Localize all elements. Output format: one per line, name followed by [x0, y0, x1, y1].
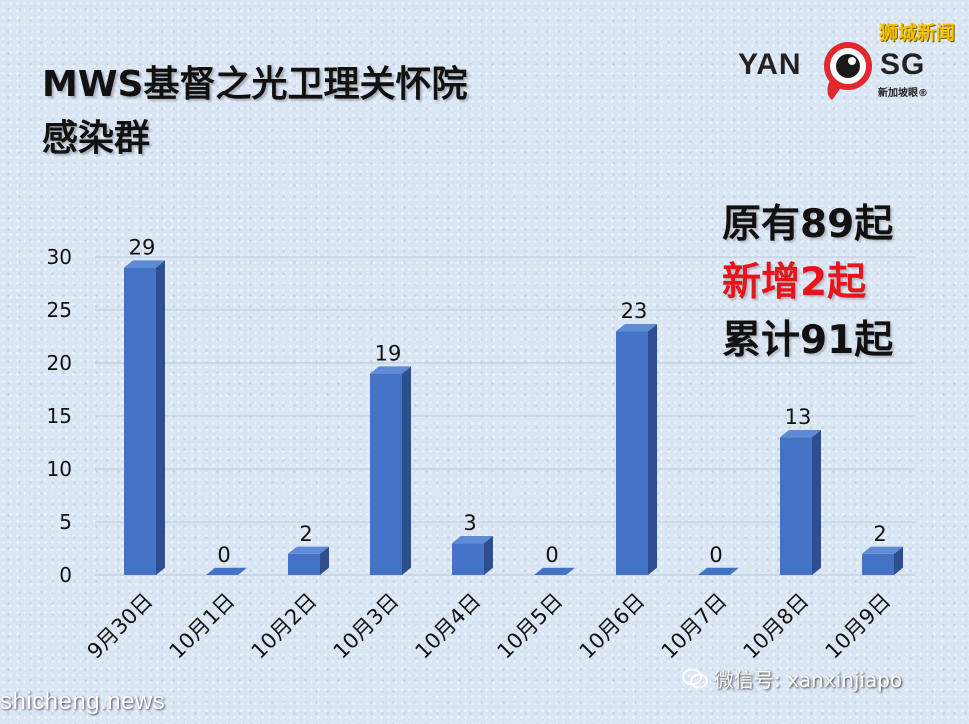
y-axis-ticks: 0 5 10 15 20 25 30 [47, 245, 72, 587]
x-tick-label: 10月1日 [165, 589, 240, 664]
y-tick-label: 5 [59, 510, 72, 534]
y-tick-label: 15 [47, 404, 72, 428]
bar [206, 567, 247, 575]
chart-title: MWS基督之光卫理关怀院 感染群 [42, 58, 467, 166]
bar [124, 260, 165, 575]
chart-title-line1: MWS基督之光卫理关怀院 [42, 64, 468, 105]
y-tick-label: 30 [47, 245, 72, 269]
bar [780, 430, 821, 575]
data-label: 2 [299, 522, 312, 546]
y-tick-label: 10 [47, 457, 72, 481]
bar [616, 324, 657, 575]
data-label: 29 [129, 236, 156, 260]
case-summary: 原有89起 新增2起 累计91起 [722, 196, 893, 370]
y-tick-label: 0 [59, 563, 72, 587]
summary-total: 原有89起 [722, 202, 894, 247]
x-tick-label: 10月3日 [329, 589, 404, 664]
wechat-icon [682, 668, 708, 688]
bar [452, 536, 493, 575]
bar [370, 366, 411, 575]
x-tick-label: 10月8日 [739, 589, 814, 664]
summary-new: 新增2起 [722, 260, 867, 305]
x-tick-label: 10月7日 [657, 589, 732, 664]
logo-text-left: YAN [738, 48, 802, 81]
logo-subtext: 新加坡眼® [878, 88, 928, 99]
bar [534, 567, 575, 575]
bar [698, 567, 739, 575]
data-label: 0 [709, 543, 722, 567]
data-label: 2 [873, 522, 886, 546]
data-label: 0 [217, 543, 230, 567]
x-tick-label: 9月30日 [83, 589, 158, 664]
wechat-watermark: 微信号: xanxinjiapo [682, 664, 902, 693]
bar [862, 546, 903, 575]
x-tick-label: 10月2日 [247, 589, 322, 664]
data-label: 13 [785, 405, 812, 429]
site-watermark: shicheng.news [0, 688, 166, 715]
top-watermark: 狮城新闻 [878, 22, 955, 44]
y-tick-label: 20 [47, 351, 72, 375]
eye-logo-icon [824, 42, 872, 100]
wechat-id: 微信号: xanxinjiapo [714, 668, 903, 692]
x-tick-label: 10月9日 [821, 589, 896, 664]
bar [288, 546, 329, 575]
data-label: 23 [621, 299, 648, 323]
x-tick-label: 10月5日 [493, 589, 568, 664]
logo-text-right: SG [880, 48, 926, 81]
grid-lines [95, 256, 915, 576]
data-label: 19 [375, 342, 402, 366]
x-tick-label: 10月4日 [411, 589, 486, 664]
data-labels: 29 0 2 19 3 0 23 0 13 2 [129, 236, 887, 567]
data-label: 0 [545, 543, 558, 567]
data-label: 3 [463, 511, 476, 535]
x-axis-ticks: 9月30日 10月1日 10月2日 10月3日 10月4日 10月5日 10月6日 10月7日… [83, 589, 896, 664]
yansg-logo: YAN SG 新加坡眼® [738, 40, 938, 104]
chart-title-line2: 感染群 [42, 118, 151, 159]
y-tick-label: 25 [47, 298, 72, 322]
x-tick-label: 10月6日 [575, 589, 650, 664]
bars [124, 260, 903, 575]
summary-cumulative: 累计91起 [722, 318, 894, 363]
